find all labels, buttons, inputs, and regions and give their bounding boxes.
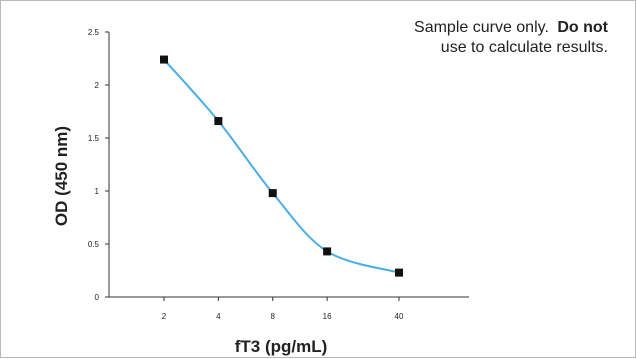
data-point <box>323 247 332 256</box>
y-tick-label: 0 <box>95 293 100 302</box>
y-tick-label: 1 <box>95 187 100 196</box>
y-axis-title: OD (450 nm) <box>52 126 71 226</box>
x-axis-title: fT3 (pg/mL) <box>235 337 328 356</box>
data-point <box>268 189 277 198</box>
annotation-text: Sample curve only. <box>414 19 549 36</box>
x-tick-label: 16 <box>323 312 332 321</box>
y-tick-label: 2 <box>95 81 100 90</box>
x-tick-label: 8 <box>271 312 276 321</box>
annotation-line-2: use to calculate results. <box>441 39 608 56</box>
annotation-line-1: Sample curve only. Do not <box>414 19 609 36</box>
chart-ticks: 0 0.5 1 1.5 2 2.5 2 4 8 16 40 <box>88 28 404 321</box>
x-tick-label: 4 <box>216 312 221 321</box>
annotation-emphasis: Do not <box>557 19 608 36</box>
y-tick-label: 2.5 <box>88 28 100 37</box>
data-point <box>160 55 168 64</box>
series-line <box>163 58 400 274</box>
x-tick-label: 40 <box>395 312 404 321</box>
y-tick-label: 1.5 <box>88 134 100 143</box>
data-point <box>214 117 223 126</box>
x-tick-label: 2 <box>162 312 167 321</box>
series-markers <box>160 55 403 277</box>
chart-axes <box>108 32 469 298</box>
data-point <box>395 268 403 277</box>
y-tick-label: 0.5 <box>88 240 100 249</box>
